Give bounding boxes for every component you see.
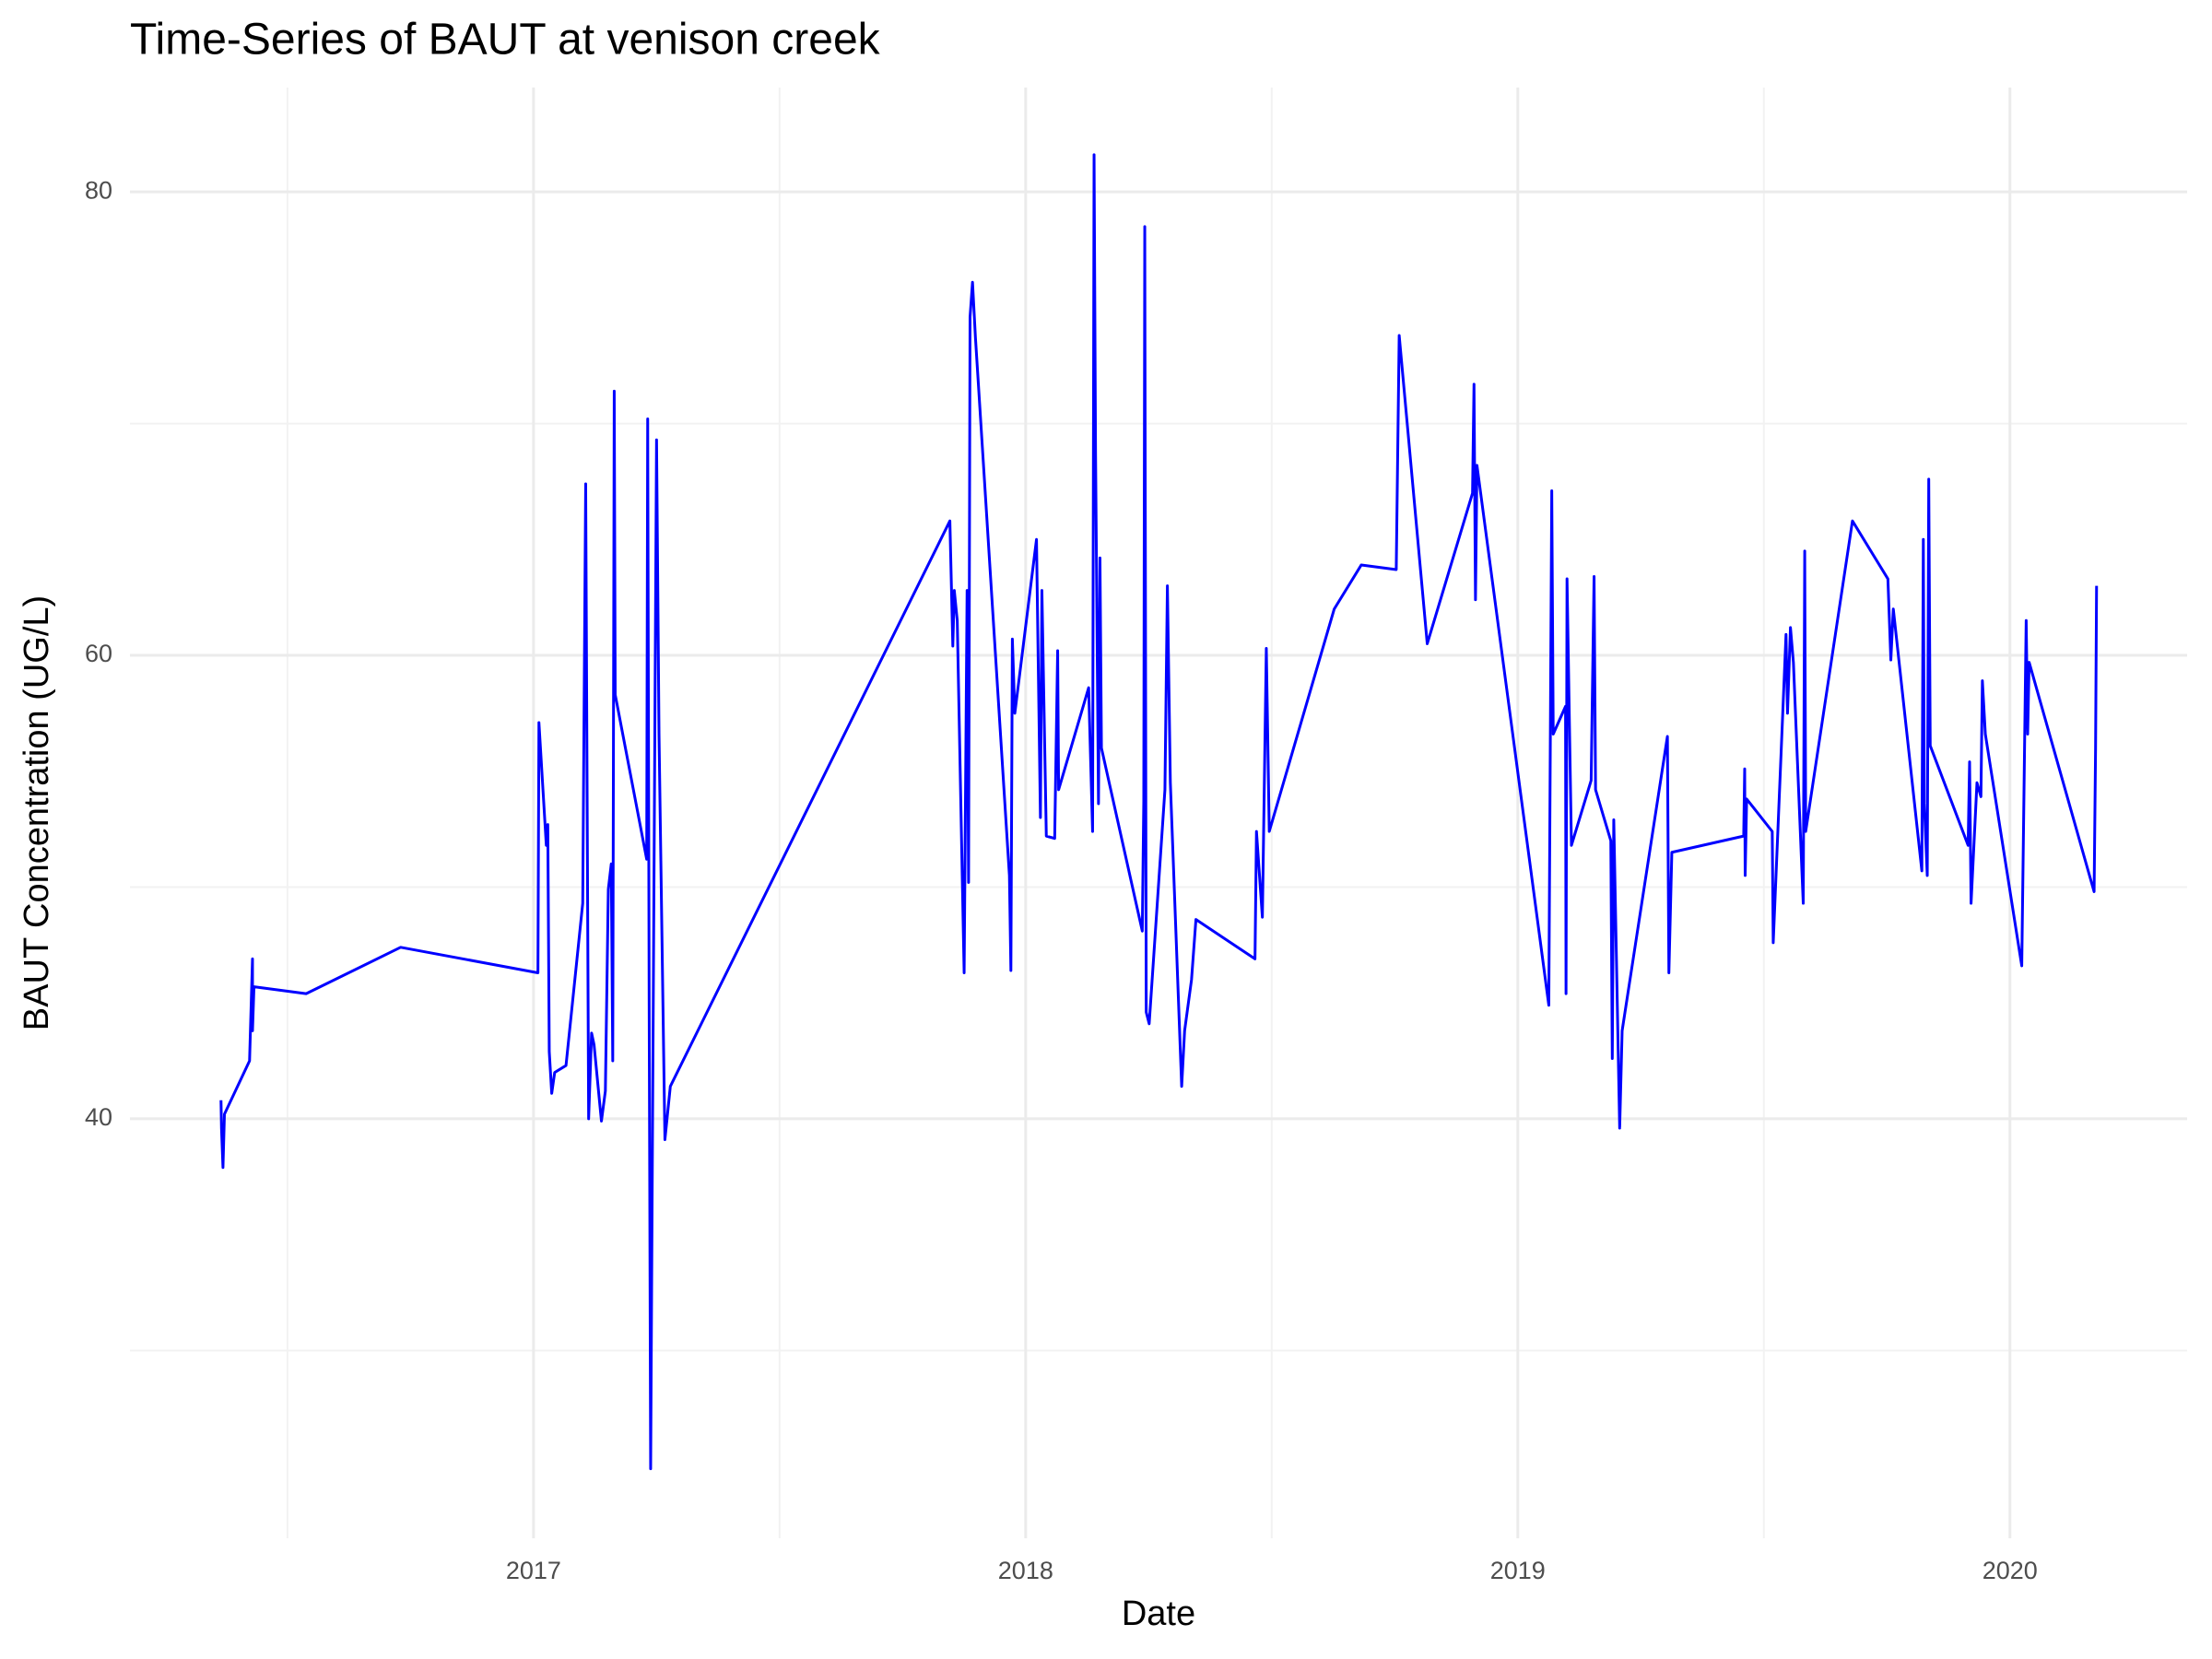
x-tick-label: 2019: [1490, 1557, 1546, 1584]
y-tick-label: 40: [85, 1103, 112, 1131]
x-tick-label: 2020: [1983, 1557, 2038, 1584]
plot-area: [219, 153, 2099, 1471]
chart-title: Time-Series of BAUT at venison creek: [130, 16, 881, 65]
x-tick-label: 2017: [506, 1557, 561, 1584]
x-tick-label: 2018: [998, 1557, 1053, 1584]
data-line: [219, 153, 2099, 1471]
y-axis-title: BAUT Concentration (UG/L): [18, 595, 56, 1030]
y-tick-label: 80: [85, 176, 112, 204]
y-tick-label: 60: [85, 640, 112, 667]
x-axis-title: Date: [1122, 1594, 1195, 1633]
